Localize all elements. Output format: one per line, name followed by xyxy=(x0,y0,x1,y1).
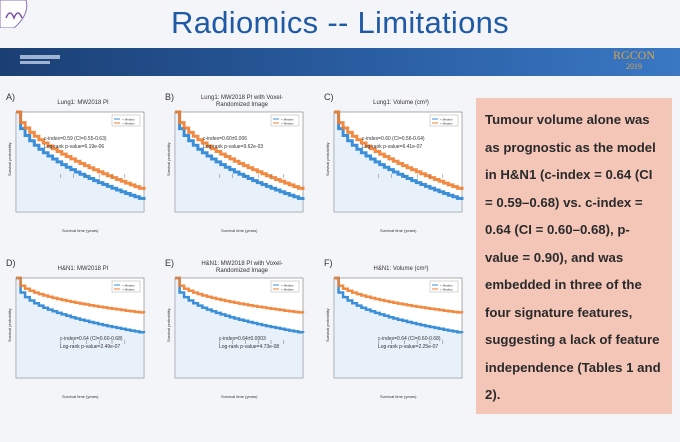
ci-band-low xyxy=(175,278,303,378)
km-curve-below-median xyxy=(16,276,146,334)
x-axis-label: Survival time (years) xyxy=(380,394,417,399)
log-rank-text: Log-rank p-value=2.49e-07 xyxy=(60,344,121,350)
y-axis-label: Survival probability xyxy=(166,142,171,176)
panel-title: Lung1: Volume (cm³) xyxy=(373,100,429,106)
km-curve-below-median xyxy=(16,110,146,200)
panel-letter: A) xyxy=(6,92,15,102)
km-curve-above-median xyxy=(175,110,305,190)
log-rank-text: Log-rank p-value=9.62e-03 xyxy=(203,144,264,150)
km-plot-svg: < Median> Median xyxy=(333,110,464,213)
legend-label: > Median xyxy=(440,288,453,292)
ci-band-low xyxy=(16,278,144,378)
y-axis-label: Survival probability xyxy=(7,142,12,176)
legend-label: > Median xyxy=(281,288,294,292)
conference-logo-text: RGCON xyxy=(612,48,655,62)
c-index-text: c-index=0.64 (CI=0.60-0.68) xyxy=(60,336,123,342)
conference-logo: RGCON 2019 xyxy=(612,49,656,75)
c-index-text: c-index=0.60 (CI=0.56-0.64) xyxy=(362,136,425,142)
km-curve-above-median xyxy=(334,276,464,314)
c-index-text: c-index=0.64 (CI=0.60-0.68) xyxy=(378,336,441,342)
km-curve-above-median xyxy=(334,110,464,190)
panel-title: Lung1: MW2018 PI xyxy=(57,100,109,106)
legend-box xyxy=(270,114,300,127)
km-plot-svg: < Median> Median xyxy=(174,276,305,379)
panel-title: H&N1: MW2018 PI with Voxel-Randomized Im… xyxy=(201,261,283,274)
summary-textbox: Tumour volume alone was as prognostic as… xyxy=(476,98,672,414)
legend-label: > Median xyxy=(122,288,135,292)
c-index-text: c-index=0.60±0.006 xyxy=(203,136,248,142)
institute-logo xyxy=(0,0,28,28)
legend-box xyxy=(270,280,300,293)
slide-title: Radiomics -- Limitations xyxy=(171,5,509,40)
x-axis-label: Survival time (years) xyxy=(62,394,99,399)
km-curve-below-median xyxy=(334,276,464,334)
panel-letter: D) xyxy=(6,258,16,268)
legend-label: > Median xyxy=(440,122,453,126)
ci-band-low xyxy=(334,278,462,378)
legend-label: < Median xyxy=(281,284,294,288)
km-curve-above-median xyxy=(175,276,305,314)
log-rank-text: Log-rank p-value=6.19e-06 xyxy=(44,144,105,150)
km-curve-below-median xyxy=(334,110,464,200)
km-plot-svg: < Median> Median xyxy=(333,276,464,379)
km-curve-above-median xyxy=(16,110,146,190)
summary-text: Tumour volume alone was as prognostic as… xyxy=(485,112,661,402)
legend-box xyxy=(111,280,141,293)
km-curve-below-median xyxy=(175,110,305,200)
log-rank-text: Log-rank p-value=6.41e-07 xyxy=(362,144,423,150)
km-curve-below-median xyxy=(175,276,305,334)
panel-title: Lung1: MW2018 PI with Voxel-Randomized I… xyxy=(200,95,284,108)
km-panel-5: < Median > Median E) H&N1: MW2018 PI with V… xyxy=(163,258,313,408)
legend-box xyxy=(429,114,459,127)
legend-label: < Median xyxy=(122,284,135,288)
legend-label: > Median xyxy=(281,122,294,126)
conference-year: 2019 xyxy=(626,62,642,71)
y-axis-label: Survival probability xyxy=(325,142,330,176)
km-plot-svg: < Median> Median xyxy=(15,110,146,213)
header-band xyxy=(0,48,680,76)
band-institute-text xyxy=(20,55,80,64)
km-plot-svg: < Median> Median xyxy=(15,276,146,379)
panel-letter: C) xyxy=(324,92,334,102)
y-axis-label: Survival probability xyxy=(166,308,171,342)
panel-letter: F) xyxy=(324,258,333,268)
log-rank-text: Log-rank p-value=4.73e-08 xyxy=(219,344,280,350)
km-panel-1: < Median > Median A) Lung1: MW2018 PI c-inde… xyxy=(4,92,154,242)
km-panel-4: < Median > Median D) H&N1: MW2018 PI c-index… xyxy=(4,258,154,408)
log-rank-text: Log-rank p-value=2.25e-07 xyxy=(378,344,439,350)
c-index-text: c-index=0.59 (CI=0.55-0.63) xyxy=(44,136,107,142)
y-axis-label: Survival probability xyxy=(7,308,12,342)
km-panel-3: < Median > Median C) Lung1: Volume (cm³) c-i… xyxy=(322,92,472,242)
legend-label: < Median xyxy=(440,284,453,288)
panel-title: H&N1: Volume (cm³) xyxy=(373,266,429,272)
x-axis-label: Survival time (years) xyxy=(380,228,417,233)
legend-label: < Median xyxy=(281,118,294,122)
legend-label: < Median xyxy=(122,118,135,122)
panel-letter: B) xyxy=(165,92,174,102)
km-curve-above-median xyxy=(16,276,146,314)
legend-box xyxy=(111,114,141,127)
legend-label: > Median xyxy=(122,122,135,126)
legend-label: < Median xyxy=(440,118,453,122)
km-panel-6: < Median > Median F) H&N1: Volume (cm³) c-in… xyxy=(322,258,472,408)
panel-title: H&N1: MW2018 PI xyxy=(57,266,109,272)
c-index-text: c-index=0.64±0.0003 xyxy=(219,336,266,342)
km-panel-2: < Median > Median B) Lung1: MW2018 PI with … xyxy=(163,92,313,242)
x-axis-label: Survival time (years) xyxy=(221,228,258,233)
km-plot-svg: < Median> Median xyxy=(174,110,305,213)
x-axis-label: Survival time (years) xyxy=(62,228,99,233)
legend-box xyxy=(429,280,459,293)
panel-letter: E) xyxy=(165,258,174,268)
y-axis-label: Survival probability xyxy=(325,308,330,342)
x-axis-label: Survival time (years) xyxy=(221,394,258,399)
